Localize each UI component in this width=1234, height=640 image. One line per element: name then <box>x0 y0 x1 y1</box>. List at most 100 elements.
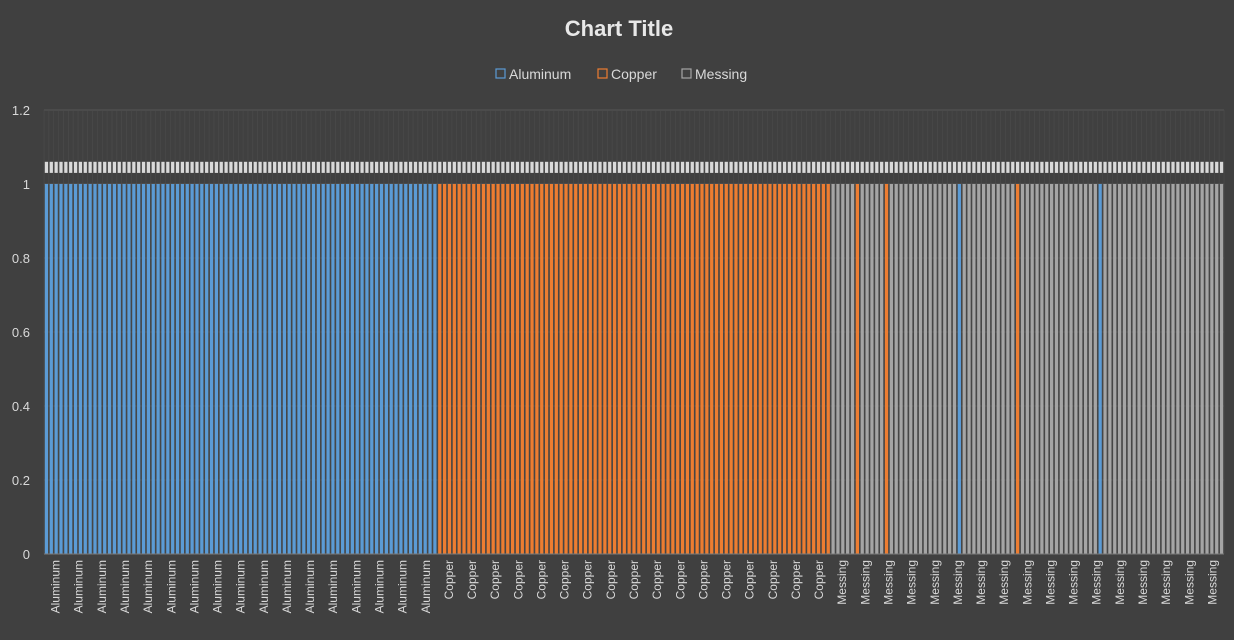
band-segment <box>569 161 573 173</box>
band-segment <box>671 161 675 173</box>
bar-messing <box>928 184 932 554</box>
bar-copper <box>763 184 767 554</box>
bar-aluminum <box>214 184 219 554</box>
y-tick-label: 1.2 <box>12 103 30 118</box>
x-tick-label: Aluminum <box>326 560 340 613</box>
bar-messing <box>1025 184 1029 554</box>
band-segment <box>253 161 257 173</box>
band-segment <box>1049 161 1054 173</box>
x-tick-label: Aluminum <box>257 560 271 613</box>
bar-aluminum <box>273 184 277 554</box>
band-segment <box>180 161 185 173</box>
bar-aluminum <box>389 184 393 554</box>
bar-messing <box>1200 184 1204 554</box>
band-segment <box>331 161 335 173</box>
band-segment <box>928 161 932 173</box>
band-segment <box>1181 161 1185 173</box>
bar-aluminum <box>277 184 282 554</box>
bar-messing <box>1132 184 1136 554</box>
band-segment <box>1137 161 1141 173</box>
band-segment <box>195 161 199 173</box>
band-segment <box>156 161 160 173</box>
band-segment <box>1147 161 1151 173</box>
bar-messing <box>1011 184 1015 554</box>
bar-messing <box>1040 184 1044 554</box>
bar-messing <box>952 184 957 554</box>
bar-messing <box>1064 184 1068 554</box>
bar-aluminum <box>117 184 121 554</box>
band-segment <box>311 161 316 173</box>
bar-copper <box>768 184 772 554</box>
band-segment <box>680 161 685 173</box>
bar-aluminum <box>200 184 204 554</box>
band-segment <box>748 161 753 173</box>
bar-messing <box>1083 184 1088 554</box>
bar-copper <box>598 184 602 554</box>
bar-aluminum <box>375 184 379 554</box>
bar-messing <box>962 184 966 554</box>
bar-messing <box>865 184 869 554</box>
bar-copper <box>622 184 626 554</box>
x-tick-label: Copper <box>465 560 479 599</box>
band-segment <box>1074 161 1078 173</box>
bar-messing <box>831 184 835 554</box>
y-axis: 0 0.2 0.4 0.6 0.8 1 1.2 <box>12 103 30 562</box>
band-segment <box>622 161 626 173</box>
x-tick-label: Messing <box>882 560 896 605</box>
bar-aluminum <box>341 184 345 554</box>
bar-aluminum <box>171 184 175 554</box>
band-segment <box>175 161 180 173</box>
bar-copper <box>510 184 515 554</box>
x-tick-label: Aluminum <box>211 560 225 613</box>
bar-copper <box>540 184 544 554</box>
band-segment <box>462 161 466 173</box>
band-segment <box>370 161 374 173</box>
bar-messing <box>918 184 923 554</box>
band-segment <box>918 161 923 173</box>
bar-aluminum <box>64 184 68 554</box>
legend-swatch-messing <box>681 68 692 79</box>
band-segment <box>608 161 612 173</box>
x-tick-label: Messing <box>1043 560 1057 605</box>
x-tick-label: Messing <box>1113 560 1127 605</box>
x-tick-label: Messing <box>1020 560 1034 605</box>
bar-messing <box>850 184 855 554</box>
bar-messing <box>1045 184 1049 554</box>
bar-messing <box>1210 184 1214 554</box>
bar-messing <box>1171 184 1175 554</box>
bar-aluminum <box>49 184 53 554</box>
bar-copper <box>612 184 617 554</box>
band-segment <box>792 161 796 173</box>
band-segment <box>273 161 277 173</box>
band-segment <box>705 161 709 173</box>
band-segment <box>277 161 282 173</box>
band-segment <box>632 161 636 173</box>
bar-aluminum <box>268 184 272 554</box>
bar-messing <box>1195 184 1199 554</box>
x-tick-label: Copper <box>488 560 502 599</box>
band-segment <box>923 161 927 173</box>
x-tick-label: Messing <box>1159 560 1173 605</box>
band-segment <box>870 161 874 173</box>
band-segment <box>200 161 204 173</box>
bar-messing <box>948 184 952 554</box>
bar-aluminum <box>54 184 58 554</box>
band-segment <box>826 161 830 173</box>
x-tick-label: Copper <box>627 560 641 599</box>
legend-swatch-copper <box>597 68 608 79</box>
band-segment <box>1054 161 1059 173</box>
bar-messing <box>982 184 986 554</box>
band-segment <box>972 161 976 173</box>
bar-messing <box>1190 184 1195 554</box>
y-tick-label: 0.6 <box>12 325 30 340</box>
x-tick-label: Copper <box>789 560 803 599</box>
band-segment <box>287 161 291 173</box>
x-tick-label: Aluminum <box>49 560 63 613</box>
bar-aluminum <box>146 184 151 554</box>
band-segment <box>525 161 529 173</box>
bar-copper <box>773 184 777 554</box>
bar-copper <box>588 184 592 554</box>
bar-copper <box>729 184 733 554</box>
bar-copper <box>569 184 573 554</box>
legend-label-copper: Copper <box>611 66 657 82</box>
